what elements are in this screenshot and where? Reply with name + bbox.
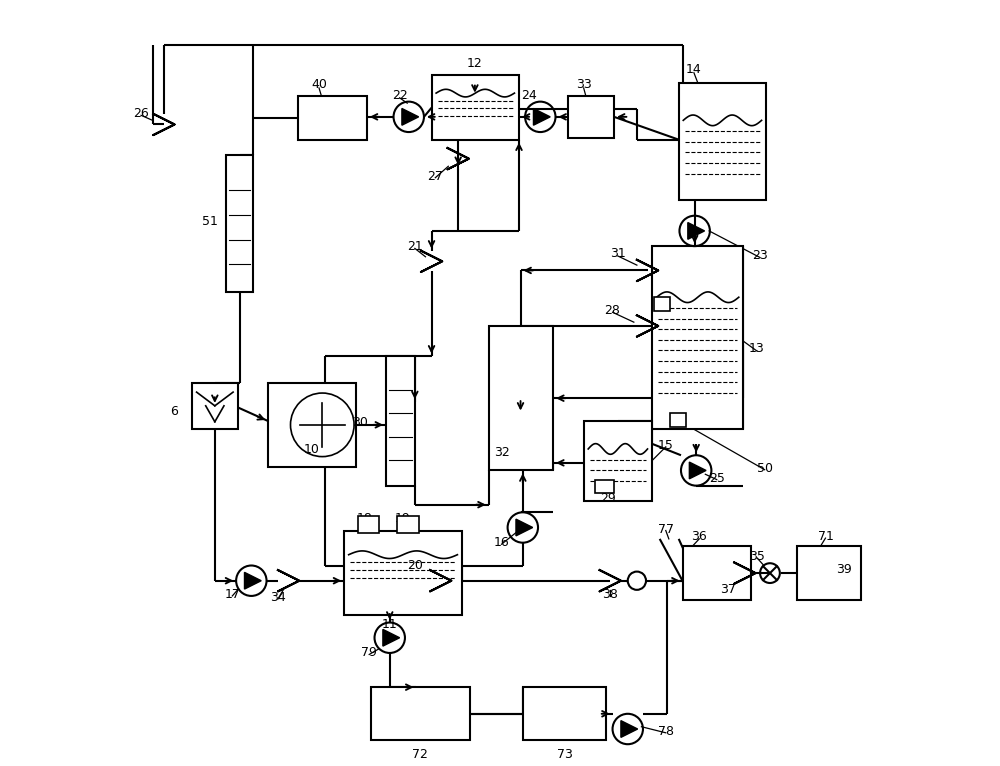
Polygon shape (244, 572, 261, 589)
Text: 13: 13 (749, 342, 765, 355)
Bar (584, 421, 652, 501)
Bar (432, 75, 519, 139)
Text: 14: 14 (686, 64, 702, 76)
Bar (386, 356, 415, 486)
Text: 24: 24 (521, 89, 537, 102)
Bar (344, 532, 462, 615)
Bar (652, 246, 743, 429)
Text: 51: 51 (202, 215, 217, 228)
Text: 32: 32 (494, 447, 509, 460)
Bar (371, 687, 470, 741)
Bar (654, 297, 670, 311)
Bar (192, 383, 238, 429)
Text: 19: 19 (395, 512, 411, 525)
Bar (226, 155, 253, 292)
Text: 17: 17 (224, 588, 240, 601)
Bar (268, 383, 356, 466)
Bar (358, 516, 379, 533)
Bar (679, 83, 766, 201)
Text: 37: 37 (720, 584, 736, 597)
Text: 26: 26 (133, 106, 149, 119)
Text: 23: 23 (752, 249, 768, 262)
Polygon shape (689, 462, 706, 479)
Text: 72: 72 (412, 748, 428, 761)
Bar (683, 546, 751, 600)
Polygon shape (383, 630, 400, 646)
Text: 21: 21 (407, 240, 423, 253)
Text: 6: 6 (171, 405, 178, 418)
Text: 11: 11 (382, 618, 398, 631)
Text: 12: 12 (467, 57, 483, 70)
Polygon shape (688, 223, 705, 239)
Bar (670, 414, 686, 427)
Bar (397, 516, 419, 533)
Text: 18: 18 (357, 512, 373, 525)
Text: 31: 31 (610, 247, 626, 260)
Bar (568, 97, 614, 138)
Text: 10: 10 (303, 444, 319, 457)
Polygon shape (402, 109, 419, 125)
Text: 71: 71 (818, 530, 833, 543)
Text: 40: 40 (311, 78, 327, 91)
Text: 30: 30 (352, 416, 368, 429)
Text: 34: 34 (270, 591, 286, 604)
Text: 27: 27 (427, 169, 443, 182)
Text: 38: 38 (602, 588, 618, 601)
Text: 25: 25 (709, 472, 725, 485)
Text: 36: 36 (691, 530, 707, 543)
Polygon shape (621, 721, 638, 738)
Bar (298, 96, 367, 139)
Text: 79: 79 (361, 647, 377, 660)
Text: 78: 78 (658, 725, 674, 738)
Bar (489, 326, 553, 470)
Text: 39: 39 (836, 563, 852, 576)
Text: 77: 77 (658, 522, 674, 535)
Text: 15: 15 (658, 439, 674, 452)
Polygon shape (533, 109, 550, 125)
Text: 29: 29 (600, 492, 616, 505)
Bar (523, 687, 606, 741)
Polygon shape (516, 519, 533, 536)
Text: 16: 16 (494, 536, 509, 549)
Text: 35: 35 (749, 550, 765, 563)
Bar (595, 480, 614, 493)
Bar (797, 546, 861, 600)
Text: 73: 73 (557, 748, 573, 761)
Text: 20: 20 (407, 559, 423, 572)
Text: 33: 33 (576, 78, 592, 91)
Text: 22: 22 (392, 89, 407, 102)
Text: 28: 28 (605, 304, 620, 317)
Text: 50: 50 (757, 462, 773, 475)
